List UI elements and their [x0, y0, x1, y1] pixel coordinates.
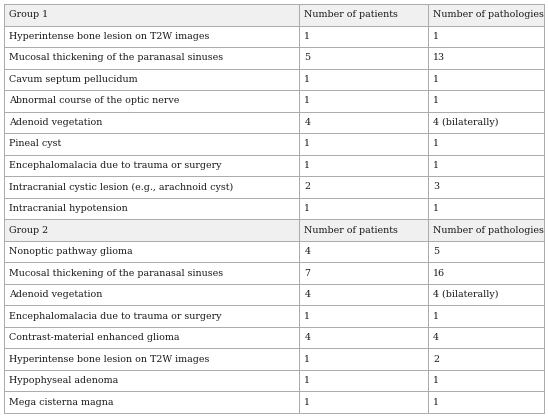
Text: 3: 3: [433, 183, 439, 191]
Text: Hyperintense bone lesion on T2W images: Hyperintense bone lesion on T2W images: [9, 32, 209, 41]
Text: Pineal cyst: Pineal cyst: [9, 139, 61, 148]
Text: 4: 4: [304, 290, 310, 299]
Text: 1: 1: [304, 75, 310, 84]
Text: 7: 7: [304, 269, 310, 278]
Text: Group 2: Group 2: [9, 226, 48, 234]
Text: Number of patients: Number of patients: [304, 226, 398, 234]
Text: 1: 1: [304, 161, 310, 170]
Text: 1: 1: [433, 32, 439, 41]
Bar: [4, 219, 544, 241]
Text: Contrast-material enhanced glioma: Contrast-material enhanced glioma: [9, 333, 180, 342]
Text: 1: 1: [304, 204, 310, 213]
Text: Encephalomalacia due to trauma or surgery: Encephalomalacia due to trauma or surger…: [9, 161, 221, 170]
Text: 4 (bilaterally): 4 (bilaterally): [433, 290, 498, 299]
Text: Mucosal thickening of the paranasal sinuses: Mucosal thickening of the paranasal sinu…: [9, 269, 223, 278]
Text: 1: 1: [433, 398, 439, 407]
Text: 1: 1: [304, 96, 310, 106]
Text: 2: 2: [304, 183, 310, 191]
Text: Adenoid vegetation: Adenoid vegetation: [9, 118, 102, 127]
Text: 4: 4: [433, 333, 439, 342]
Text: Mucosal thickening of the paranasal sinuses: Mucosal thickening of the paranasal sinu…: [9, 53, 223, 62]
Text: 4: 4: [304, 118, 310, 127]
Text: 1: 1: [433, 139, 439, 148]
Bar: [4, 4, 544, 25]
Text: 2: 2: [433, 355, 439, 364]
Text: 5: 5: [433, 247, 439, 256]
Text: 1: 1: [433, 96, 439, 106]
Text: Group 1: Group 1: [9, 10, 48, 19]
Text: 1: 1: [304, 32, 310, 41]
Text: 1: 1: [304, 139, 310, 148]
Text: 1: 1: [304, 398, 310, 407]
Text: 4: 4: [304, 247, 310, 256]
Text: Number of patients: Number of patients: [304, 10, 398, 19]
Text: 1: 1: [433, 311, 439, 321]
Text: 1: 1: [433, 75, 439, 84]
Text: Intracranial hypotension: Intracranial hypotension: [9, 204, 128, 213]
Text: 1: 1: [304, 376, 310, 385]
Text: 1: 1: [304, 311, 310, 321]
Text: Abnormal course of the optic nerve: Abnormal course of the optic nerve: [9, 96, 179, 106]
Text: 1: 1: [433, 204, 439, 213]
Text: Cavum septum pellucidum: Cavum septum pellucidum: [9, 75, 138, 84]
Text: 4 (bilaterally): 4 (bilaterally): [433, 118, 498, 127]
Text: Hypophyseal adenoma: Hypophyseal adenoma: [9, 376, 118, 385]
Text: 1: 1: [433, 376, 439, 385]
Text: Adenoid vegetation: Adenoid vegetation: [9, 290, 102, 299]
Text: Mega cisterna magna: Mega cisterna magna: [9, 398, 113, 407]
Text: Nonoptic pathway glioma: Nonoptic pathway glioma: [9, 247, 133, 256]
Text: 5: 5: [304, 53, 311, 62]
Text: 1: 1: [433, 161, 439, 170]
Text: 13: 13: [433, 53, 445, 62]
Text: 1: 1: [304, 355, 310, 364]
Text: Hyperintense bone lesion on T2W images: Hyperintense bone lesion on T2W images: [9, 355, 209, 364]
Text: Number of pathologies: Number of pathologies: [433, 226, 544, 234]
Text: Encephalomalacia due to trauma or surgery: Encephalomalacia due to trauma or surger…: [9, 311, 221, 321]
Text: Intracranial cystic lesion (e.g., arachnoid cyst): Intracranial cystic lesion (e.g., arachn…: [9, 182, 233, 191]
Text: Number of pathologies: Number of pathologies: [433, 10, 544, 19]
Text: 16: 16: [433, 269, 445, 278]
Text: 4: 4: [304, 333, 310, 342]
